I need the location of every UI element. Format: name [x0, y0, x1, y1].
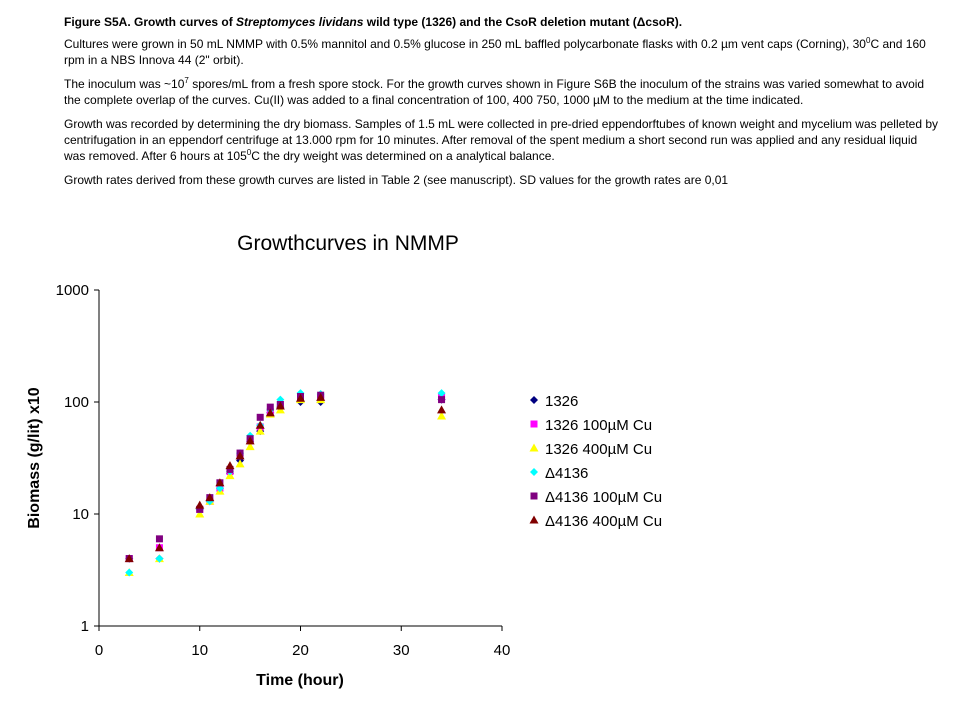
y-tick-label: 1: [81, 618, 89, 635]
chart-title: Growthcurves in NMMP: [237, 232, 459, 255]
x-tick-label: 0: [95, 642, 103, 659]
series-2: [125, 393, 446, 563]
data-point: [235, 459, 245, 468]
methods-paragraph-growth: Growth was recorded by determining the d…: [64, 117, 939, 163]
legend-marker: [530, 468, 538, 476]
data-point: [245, 442, 255, 451]
data-point: [255, 426, 265, 435]
data-point: [438, 396, 446, 404]
legend-marker: [529, 515, 539, 524]
data-point: [437, 411, 447, 420]
series-1: [125, 395, 446, 563]
data-point: [215, 478, 225, 487]
legend-marker: [530, 396, 538, 404]
legend-item: Δ4136 400µM Cu: [529, 513, 662, 530]
series-4: [125, 389, 446, 577]
data-point: [195, 500, 205, 509]
series-5: [125, 391, 446, 563]
y-tick-label: 1000: [56, 282, 89, 299]
chart-legend: 1326 1326 100µM Cu 1326 400µM Cu Δ4136 Δ4136…: [529, 393, 662, 530]
x-tick-label: 20: [292, 642, 309, 659]
data-point: [154, 543, 164, 552]
legend-label: 1326: [545, 393, 578, 410]
x-tick-label: 40: [494, 642, 511, 659]
data-point: [155, 535, 163, 543]
legend-marker: [529, 443, 539, 452]
data-point: [437, 389, 446, 398]
y-axis-label: Biomass (g/lit) x10: [26, 387, 43, 528]
data-point: [235, 451, 245, 460]
x-axis-label: Time (hour): [256, 672, 344, 689]
data-point: [245, 436, 255, 445]
figure-text: Figure S5A. Growth curves of Streptomyce…: [64, 14, 938, 196]
data-point: [316, 392, 326, 401]
legend-item: Δ4136 100µM Cu: [530, 489, 662, 506]
x-tick-label: 10: [191, 642, 208, 659]
x-tick-label: 30: [393, 642, 410, 659]
data-point: [124, 554, 134, 563]
methods-paragraph-inoculum: The inoculum was ~107 spores/mL from a f…: [64, 76, 925, 108]
methods-paragraph-rates: Growth rates derived from these growth c…: [64, 173, 729, 187]
methods-paragraph-culture: Cultures were grown in 50 mL NMMP with 0…: [64, 36, 926, 68]
data-point: [205, 493, 215, 502]
legend-label: Δ4136 100µM Cu: [545, 489, 662, 506]
data-point: [437, 405, 447, 414]
data-point: [256, 413, 264, 421]
data-point: [155, 554, 164, 563]
data-point: [196, 505, 204, 513]
legend-label: 1326 400µM Cu: [545, 441, 652, 458]
caption-species: Streptomyces lividans: [236, 15, 364, 29]
legend-marker: [530, 492, 538, 500]
data-point: [195, 509, 205, 518]
data-point: [265, 408, 275, 417]
caption-suffix: wild type (1326) and the CsoR deletion m…: [363, 15, 683, 29]
data-point: [225, 461, 235, 470]
data-point: [226, 465, 234, 473]
chart-ticks: 0 10 20 30 40 1 10 100 1000: [56, 282, 511, 659]
data-points: [124, 389, 447, 577]
legend-item: 1326 100µM Cu: [530, 417, 652, 434]
legend-label: Δ4136: [545, 465, 588, 482]
legend-item: Δ4136: [530, 465, 588, 482]
y-tick-label: 10: [72, 506, 89, 523]
data-point: [125, 568, 134, 577]
series-3: [124, 395, 447, 577]
figure-caption: Figure S5A. Growth curves of Streptomyce…: [64, 14, 938, 30]
legend-label: 1326 100µM Cu: [545, 417, 652, 434]
data-point: [275, 401, 285, 410]
legend-item: 1326 400µM Cu: [529, 441, 652, 458]
legend-item: 1326: [530, 393, 578, 410]
data-point: [266, 403, 274, 411]
caption-prefix: Figure S5A. Growth curves of: [64, 15, 237, 29]
legend-label: Δ4136 400µM Cu: [545, 513, 662, 530]
data-point: [296, 393, 305, 402]
chart-axes: [98, 290, 502, 627]
legend-marker: [530, 420, 538, 428]
y-tick-label: 100: [64, 394, 89, 411]
data-point: [255, 420, 265, 429]
series-6: [124, 392, 447, 563]
